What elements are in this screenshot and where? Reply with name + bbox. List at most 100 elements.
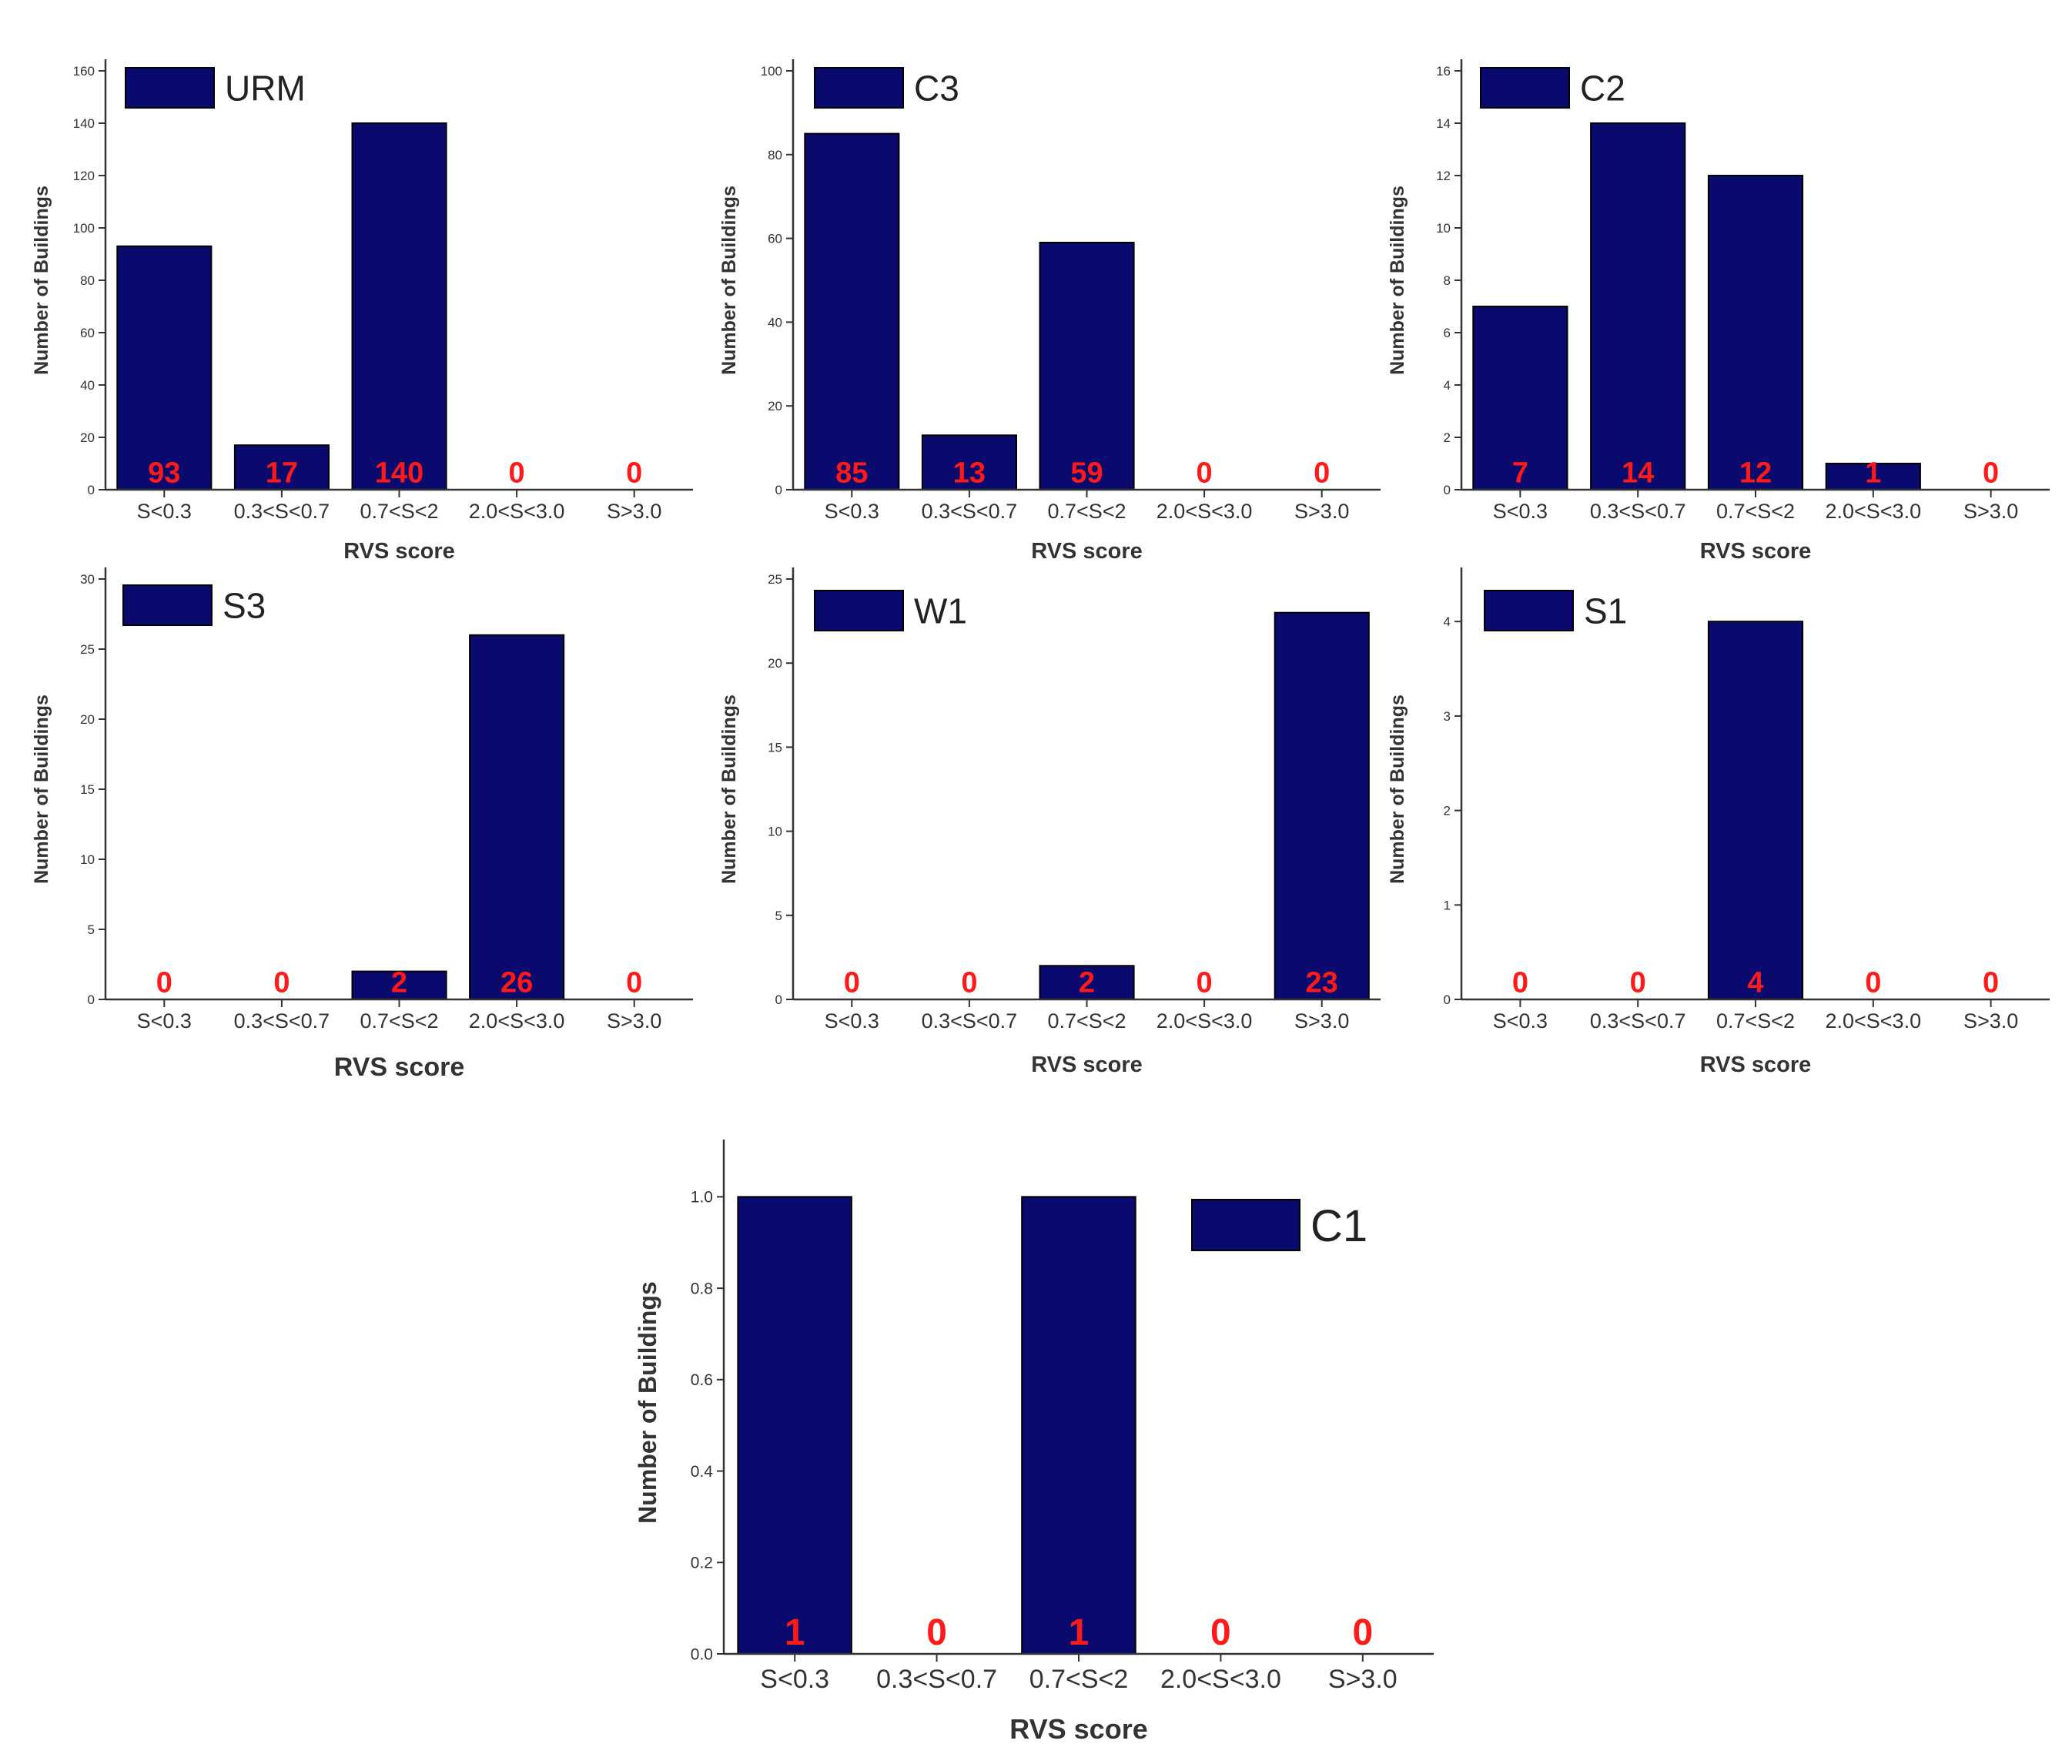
y-axis-title: Number of Buildings bbox=[1387, 186, 1408, 375]
chart-s1: 0 1 2 3 4 S<0.3 0 0.3<S<0.7 0 0.7<S<2 4 2.0<S<3.0 0 S… bbox=[1387, 567, 2050, 1077]
y-tick-label: 2 bbox=[1444, 804, 1451, 818]
value-label-c1-2: 0 bbox=[926, 1612, 947, 1653]
x-tick-label: S>3.0 bbox=[1294, 1009, 1349, 1033]
x-tick-label: S<0.3 bbox=[825, 500, 879, 523]
y-tick-label: 0 bbox=[775, 992, 782, 1007]
y-tick-label: 60 bbox=[80, 326, 95, 340]
y-tick-label: 80 bbox=[768, 148, 782, 162]
x-axis-title: RVS score bbox=[343, 539, 455, 564]
bar-c2-3 bbox=[1707, 175, 1804, 490]
y-tick-label: 0.4 bbox=[691, 1463, 714, 1481]
chart-c1: 0.0 0.2 0.4 0.6 0.8 1.0 S<0.3 1 0.3<S<0.7 0 0.7<S<… bbox=[634, 1140, 1434, 1745]
value-label-c1-4: 0 bbox=[1210, 1612, 1231, 1653]
value-label-c2-2: 14 bbox=[1622, 457, 1654, 490]
legend-label-c1: C1 bbox=[1310, 1201, 1367, 1251]
y-tick-label: 120 bbox=[73, 169, 95, 183]
y-tick-label: 0.6 bbox=[691, 1371, 713, 1389]
x-tick-label: 0.3<S<0.7 bbox=[234, 500, 330, 523]
legend-swatch-c3 bbox=[814, 67, 904, 109]
x-axis-title: RVS score bbox=[334, 1053, 464, 1082]
bar-s3-4 bbox=[469, 634, 565, 1000]
y-tick-label: 0 bbox=[88, 992, 95, 1007]
value-label-w1-1: 0 bbox=[844, 967, 860, 999]
y-tick-label: 5 bbox=[775, 909, 782, 923]
value-label-c2-1: 7 bbox=[1512, 457, 1528, 490]
x-tick-label: 0.7<S<2 bbox=[360, 500, 438, 523]
y-tick-label: 100 bbox=[73, 221, 95, 236]
value-label-s1-3: 4 bbox=[1747, 967, 1763, 999]
x-tick-label: 0.7<S<2 bbox=[1029, 1665, 1129, 1694]
y-tick-label: 80 bbox=[80, 273, 95, 288]
x-tick-label: 0.7<S<2 bbox=[360, 1009, 438, 1033]
y-tick-label: 14 bbox=[1436, 116, 1451, 131]
value-label-s3-1: 0 bbox=[156, 967, 172, 999]
legend-swatch-urm bbox=[125, 67, 215, 109]
x-tick-label: S<0.3 bbox=[760, 1665, 829, 1694]
x-tick-label: S>3.0 bbox=[1963, 1009, 2018, 1033]
y-tick-label: 8 bbox=[1444, 273, 1451, 288]
y-axis-title: Number of Buildings bbox=[1387, 695, 1408, 884]
bar-s1-3 bbox=[1707, 621, 1804, 1000]
value-label-s3-3: 2 bbox=[391, 967, 407, 999]
y-axis-title: Number of Buildings bbox=[718, 695, 740, 884]
value-label-s1-4: 0 bbox=[1865, 967, 1881, 999]
x-tick-label: S<0.3 bbox=[137, 500, 192, 523]
legend-label-s1: S1 bbox=[1584, 591, 1627, 631]
y-tick-label: 16 bbox=[1436, 64, 1451, 79]
legend-swatch-c2 bbox=[1480, 67, 1570, 109]
x-tick-label: 2.0<S<3.0 bbox=[1825, 1009, 1921, 1033]
value-label-c3-2: 13 bbox=[953, 457, 986, 490]
x-axis-title: RVS score bbox=[1009, 1713, 1147, 1745]
x-tick-label: S>3.0 bbox=[1963, 500, 2018, 523]
x-axis-title: RVS score bbox=[1031, 539, 1143, 564]
x-tick-label: S>3.0 bbox=[607, 1009, 661, 1033]
x-tick-label: 0.3<S<0.7 bbox=[1590, 500, 1686, 523]
bar-c2-2 bbox=[1590, 122, 1686, 490]
value-label-s3-2: 0 bbox=[273, 967, 290, 999]
y-tick-label: 10 bbox=[768, 825, 782, 839]
y-tick-label: 1 bbox=[1444, 898, 1451, 912]
y-tick-label: 100 bbox=[761, 64, 782, 79]
chart-urm: 0 20 40 60 80 100 120 140 160 S<0.3 93 0.3<S<0.7 17 0… bbox=[31, 59, 693, 564]
bar-w1-5 bbox=[1274, 611, 1370, 1000]
y-axis-title: Number of Buildings bbox=[718, 186, 740, 375]
bar-c3-1 bbox=[804, 132, 900, 490]
legend-label-c3: C3 bbox=[914, 69, 959, 109]
value-label-c2-4: 1 bbox=[1865, 457, 1881, 490]
legend-label-c2: C2 bbox=[1580, 69, 1625, 109]
x-tick-label: S<0.3 bbox=[1493, 500, 1548, 523]
x-tick-label: 0.3<S<0.7 bbox=[922, 1009, 1018, 1033]
bar-c1-1 bbox=[737, 1196, 852, 1655]
bar-c1-3 bbox=[1021, 1196, 1136, 1655]
y-tick-label: 60 bbox=[768, 232, 782, 246]
x-tick-label: S>3.0 bbox=[607, 500, 661, 523]
value-label-urm-5: 0 bbox=[626, 457, 642, 490]
y-tick-label: 2 bbox=[1444, 430, 1451, 445]
y-tick-label: 20 bbox=[80, 430, 95, 445]
y-tick-label: 25 bbox=[768, 572, 782, 587]
y-tick-label: 0.0 bbox=[691, 1645, 713, 1663]
y-tick-label: 4 bbox=[1444, 378, 1451, 393]
x-tick-label: 2.0<S<3.0 bbox=[469, 500, 565, 523]
y-axis-title: Number of Buildings bbox=[634, 1281, 661, 1524]
y-tick-label: 0 bbox=[1444, 483, 1451, 497]
chart-w1: 0 5 10 15 20 25 S<0.3 0 0.3<S<0.7 0 0.7<S<2 2 2.0<S<… bbox=[718, 567, 1381, 1077]
x-tick-label: 0.7<S<2 bbox=[1047, 1009, 1126, 1033]
y-tick-label: 20 bbox=[768, 656, 782, 671]
x-axis-title: RVS score bbox=[1700, 539, 1812, 564]
value-label-c1-1: 1 bbox=[785, 1612, 805, 1653]
y-tick-label: 6 bbox=[1444, 326, 1451, 340]
x-tick-label: S<0.3 bbox=[137, 1009, 192, 1033]
x-tick-label: 0.7<S<2 bbox=[1047, 500, 1126, 523]
value-label-w1-2: 0 bbox=[961, 967, 977, 999]
x-tick-label: 0.7<S<2 bbox=[1716, 500, 1795, 523]
x-tick-label: 0.3<S<0.7 bbox=[922, 500, 1018, 523]
x-tick-label: 2.0<S<3.0 bbox=[1157, 1009, 1253, 1033]
bar-urm-1 bbox=[116, 245, 213, 490]
y-tick-label: 30 bbox=[80, 572, 95, 587]
x-tick-label: S<0.3 bbox=[1493, 1009, 1548, 1033]
x-axis-title: RVS score bbox=[1031, 1053, 1143, 1077]
legend-swatch-s1 bbox=[1484, 590, 1574, 631]
value-label-s3-5: 0 bbox=[626, 967, 642, 999]
